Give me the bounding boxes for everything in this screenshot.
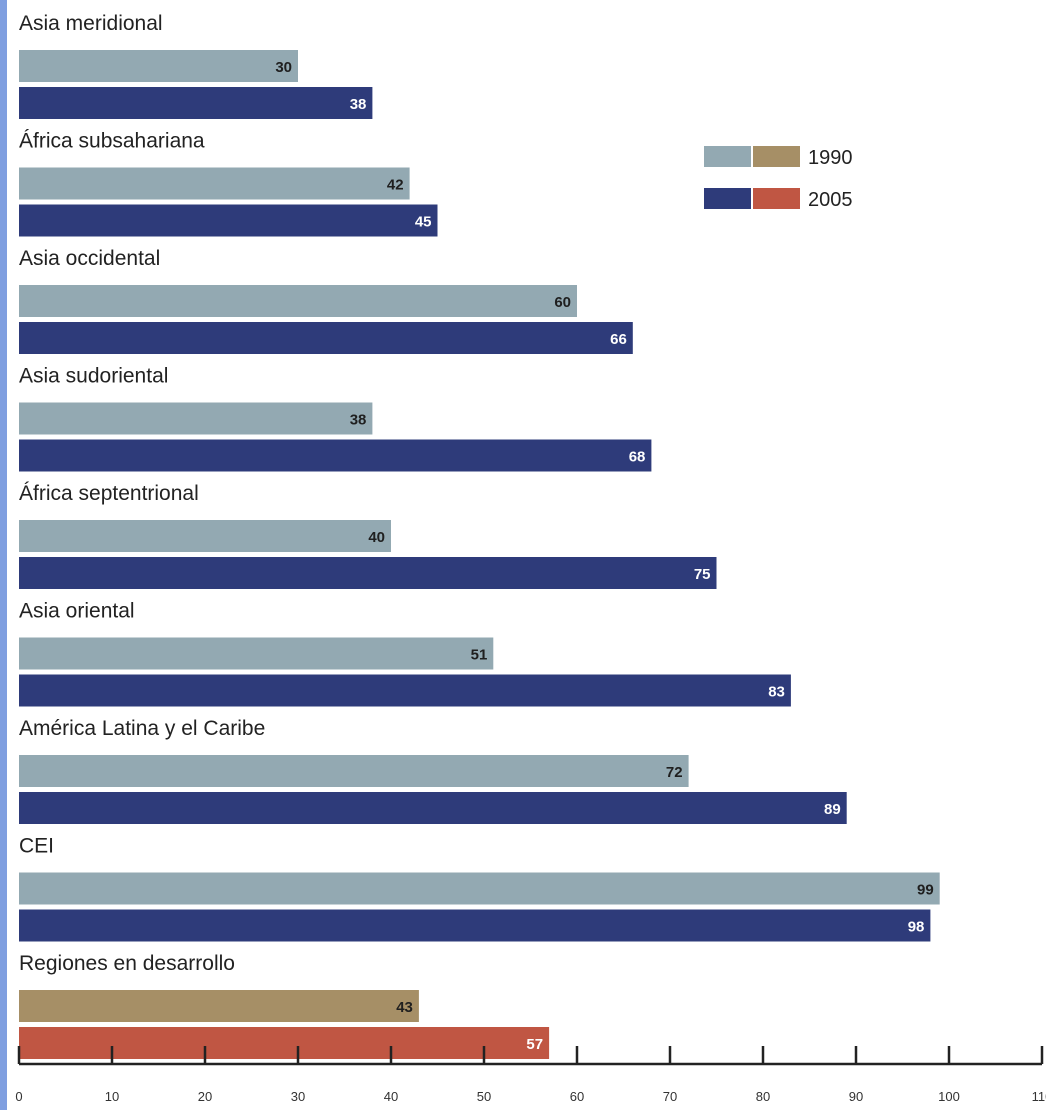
value-label-1990-asia-occidental: 60 bbox=[554, 294, 571, 311]
legend-swatch-2005-aggregate bbox=[753, 188, 800, 209]
bar-1990-africa-septentrional bbox=[19, 520, 391, 552]
bar-2005-cei bbox=[19, 909, 931, 942]
value-label-1990-america-latina-y-el-caribe: 72 bbox=[666, 764, 683, 781]
legend-swatch-2005-main bbox=[704, 188, 751, 209]
value-label-2005-asia-occidental: 66 bbox=[610, 331, 627, 348]
value-label-2005-asia-oriental: 83 bbox=[768, 684, 785, 701]
value-label-2005-asia-sudoriental: 68 bbox=[629, 449, 646, 466]
bar-1990-cei bbox=[19, 872, 940, 905]
value-label-2005-america-latina-y-el-caribe: 89 bbox=[824, 801, 841, 818]
legend-swatch-1990-main bbox=[704, 146, 751, 167]
category-label-asia-sudoriental: Asia sudoriental bbox=[19, 365, 168, 388]
x-tick-label-20: 20 bbox=[198, 1089, 212, 1104]
x-tick-label-80: 80 bbox=[756, 1089, 770, 1104]
value-label-2005-regiones-en-desarrollo: 57 bbox=[526, 1036, 543, 1053]
bar-1990-asia-oriental bbox=[19, 637, 494, 670]
category-label-regiones-en-desarrollo: Regiones en desarrollo bbox=[19, 952, 235, 975]
x-tick-label-50: 50 bbox=[477, 1089, 491, 1104]
bar-1990-asia-sudoriental bbox=[19, 402, 373, 435]
value-label-1990-asia-oriental: 51 bbox=[471, 647, 488, 664]
value-label-2005-asia-meridional: 38 bbox=[350, 96, 367, 113]
value-label-1990-asia-sudoriental: 38 bbox=[350, 412, 367, 429]
value-label-2005-cei: 98 bbox=[908, 919, 925, 936]
bar-2005-asia-oriental bbox=[19, 674, 791, 707]
category-label-america-latina-y-el-caribe: América Latina y el Caribe bbox=[19, 717, 265, 740]
value-label-2005-africa-subsahariana: 45 bbox=[415, 214, 432, 231]
x-tick-label-10: 10 bbox=[105, 1089, 119, 1104]
x-tick-label-90: 90 bbox=[849, 1089, 863, 1104]
bar-2005-asia-occidental bbox=[19, 322, 633, 354]
bar-2005-regiones-en-desarrollo bbox=[19, 1027, 550, 1059]
bar-2005-america-latina-y-el-caribe bbox=[19, 792, 847, 824]
value-label-1990-africa-septentrional: 40 bbox=[368, 529, 385, 546]
x-tick-label-60: 60 bbox=[570, 1089, 584, 1104]
category-label-asia-meridional: Asia meridional bbox=[19, 12, 163, 35]
bar-1990-asia-occidental bbox=[19, 285, 577, 317]
value-label-1990-asia-meridional: 30 bbox=[275, 59, 292, 76]
legend-swatch-1990-aggregate bbox=[753, 146, 800, 167]
value-label-1990-cei: 99 bbox=[917, 882, 934, 899]
left-edge-strip bbox=[0, 0, 7, 1110]
x-tick-label-30: 30 bbox=[291, 1089, 305, 1104]
category-label-africa-subsahariana: África subsahariana bbox=[19, 130, 205, 153]
bar-1990-america-latina-y-el-caribe bbox=[19, 755, 689, 787]
bar-1990-regiones-en-desarrollo bbox=[19, 990, 419, 1022]
category-label-asia-oriental: Asia oriental bbox=[19, 600, 135, 623]
value-label-1990-regiones-en-desarrollo: 43 bbox=[396, 999, 413, 1016]
legend-label-1990: 1990 bbox=[808, 147, 853, 169]
x-tick-label-40: 40 bbox=[384, 1089, 398, 1104]
bar-1990-africa-subsahariana bbox=[19, 167, 410, 200]
legend-label-2005: 2005 bbox=[808, 189, 853, 211]
category-label-cei: CEI bbox=[19, 835, 54, 858]
bar-2005-asia-meridional bbox=[19, 87, 373, 119]
x-tick-label-110: 110 bbox=[1032, 1089, 1046, 1104]
value-label-2005-africa-septentrional: 75 bbox=[694, 566, 711, 583]
value-label-1990-africa-subsahariana: 42 bbox=[387, 177, 404, 194]
bar-2005-africa-subsahariana bbox=[19, 204, 438, 237]
x-tick-label-70: 70 bbox=[663, 1089, 677, 1104]
category-label-asia-occidental: Asia occidental bbox=[19, 247, 160, 270]
bar-2005-asia-sudoriental bbox=[19, 439, 652, 472]
bar-1990-asia-meridional bbox=[19, 50, 298, 82]
x-tick-label-0: 0 bbox=[15, 1089, 22, 1104]
x-tick-label-100: 100 bbox=[938, 1089, 960, 1104]
bar-2005-africa-septentrional bbox=[19, 557, 717, 589]
category-label-africa-septentrional: África septentrional bbox=[19, 482, 199, 505]
